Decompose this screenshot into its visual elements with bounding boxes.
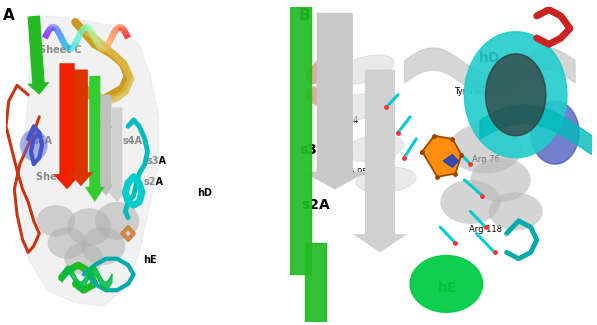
Ellipse shape	[344, 135, 404, 162]
Ellipse shape	[20, 129, 48, 161]
Ellipse shape	[356, 167, 416, 193]
Polygon shape	[464, 32, 567, 158]
Text: Arg 76: Arg 76	[472, 155, 500, 164]
Ellipse shape	[95, 202, 139, 240]
Text: hD: hD	[479, 51, 500, 66]
Text: A: A	[3, 8, 15, 23]
FancyArrow shape	[107, 107, 127, 202]
Text: B: B	[298, 8, 310, 23]
Text: s4A: s4A	[122, 136, 143, 146]
Ellipse shape	[48, 227, 87, 259]
FancyArrow shape	[96, 95, 116, 196]
Text: s2A: s2A	[301, 198, 330, 212]
Polygon shape	[531, 101, 579, 164]
Polygon shape	[304, 243, 326, 322]
Text: Thr94: Thr94	[334, 116, 359, 125]
Ellipse shape	[36, 205, 75, 237]
Polygon shape	[410, 255, 482, 312]
Text: s2A: s2A	[143, 177, 164, 187]
Ellipse shape	[440, 180, 500, 224]
Text: s3A: s3A	[146, 156, 167, 166]
FancyArrow shape	[69, 70, 93, 186]
FancyArrow shape	[85, 76, 105, 202]
Ellipse shape	[336, 55, 394, 84]
Text: hE: hE	[438, 280, 457, 295]
Text: s3A: s3A	[300, 142, 328, 157]
Ellipse shape	[67, 208, 112, 246]
Text: Sheet C: Sheet C	[39, 46, 81, 55]
Polygon shape	[422, 136, 461, 177]
FancyArrow shape	[302, 13, 367, 189]
Ellipse shape	[450, 123, 522, 174]
Text: hE: hE	[143, 255, 157, 265]
Text: Arg 118: Arg 118	[469, 225, 501, 234]
Text: s5A: s5A	[93, 120, 113, 130]
FancyArrow shape	[353, 70, 407, 253]
Polygon shape	[20, 16, 159, 306]
Text: hB: hB	[364, 86, 378, 96]
Ellipse shape	[470, 158, 531, 202]
Text: Sheet A: Sheet A	[36, 172, 79, 182]
Text: hD: hD	[197, 188, 212, 198]
Ellipse shape	[81, 227, 125, 265]
Ellipse shape	[64, 243, 103, 274]
Text: Asp 95: Asp 95	[339, 168, 368, 177]
FancyArrow shape	[27, 15, 50, 95]
Text: Tyr 79: Tyr 79	[454, 86, 479, 96]
Polygon shape	[444, 155, 458, 167]
Ellipse shape	[326, 94, 386, 121]
Ellipse shape	[488, 192, 543, 230]
Polygon shape	[485, 54, 546, 136]
Polygon shape	[290, 6, 310, 274]
Text: s6A: s6A	[33, 136, 53, 146]
FancyArrow shape	[53, 63, 81, 189]
